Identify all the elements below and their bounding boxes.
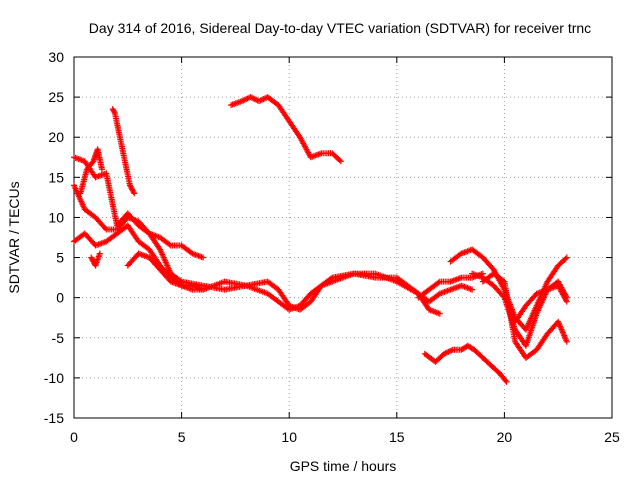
data-point <box>166 241 173 248</box>
y-axis-label: SDTVAR / TECUs <box>6 181 22 293</box>
y-tick-label: -5 <box>52 330 65 346</box>
data-point <box>563 254 570 261</box>
x-tick-label: 5 <box>178 429 186 445</box>
data-point <box>563 338 570 345</box>
y-tick-label: 0 <box>56 290 64 306</box>
y-tick-label: 30 <box>48 49 64 65</box>
data-point <box>336 157 343 164</box>
data-point <box>502 377 509 384</box>
x-tick-label: 0 <box>70 429 78 445</box>
series-arc-2 <box>71 182 207 261</box>
series-arc-5 <box>88 250 103 269</box>
data-point <box>327 275 334 282</box>
y-tick-label: 10 <box>48 209 64 225</box>
x-tick-label: 20 <box>497 429 513 445</box>
series-arc-4 <box>77 146 105 197</box>
data-point <box>111 108 118 115</box>
series-arc-6 <box>109 106 138 197</box>
x-tick-label: 15 <box>389 429 405 445</box>
data-point <box>479 270 486 277</box>
data-point <box>200 286 207 293</box>
data-point <box>436 310 443 317</box>
data-point <box>98 166 105 173</box>
series-arc-13 <box>501 278 570 325</box>
data-point <box>435 279 442 286</box>
chart-title: Day 314 of 2016, Sidereal Day-to-day VTE… <box>89 20 591 36</box>
y-tick-label: 25 <box>48 89 64 105</box>
y-tick-label: 5 <box>56 250 64 266</box>
series-arc-3 <box>71 222 476 313</box>
y-tick-label: 15 <box>48 169 64 185</box>
y-tick-label: 20 <box>48 129 64 145</box>
x-axis-label: GPS time / hours <box>290 458 397 474</box>
data-point <box>130 189 137 196</box>
series-arc-7 <box>124 250 207 293</box>
series-arc-8 <box>228 94 344 165</box>
plot-frame <box>73 56 613 419</box>
x-tick-label: 25 <box>604 429 620 445</box>
data-point <box>200 254 207 261</box>
data-point <box>562 255 569 262</box>
data-points <box>71 94 570 385</box>
data-point <box>102 225 109 232</box>
data-point <box>503 378 510 385</box>
series-arc-9 <box>421 342 510 385</box>
y-tick-label: -15 <box>44 410 64 426</box>
y-tick-label: -10 <box>44 370 64 386</box>
data-point <box>337 158 344 165</box>
x-tick-label: 10 <box>281 429 297 445</box>
data-point <box>96 250 103 257</box>
data-point <box>563 294 570 301</box>
axis-ticks: 0 5 10 15 20 25 -15 -10 -5 0 5 10 15 20 25 30 <box>44 49 620 445</box>
data-point <box>131 190 138 197</box>
series-arc-14 <box>415 270 486 301</box>
data-point <box>469 286 476 293</box>
